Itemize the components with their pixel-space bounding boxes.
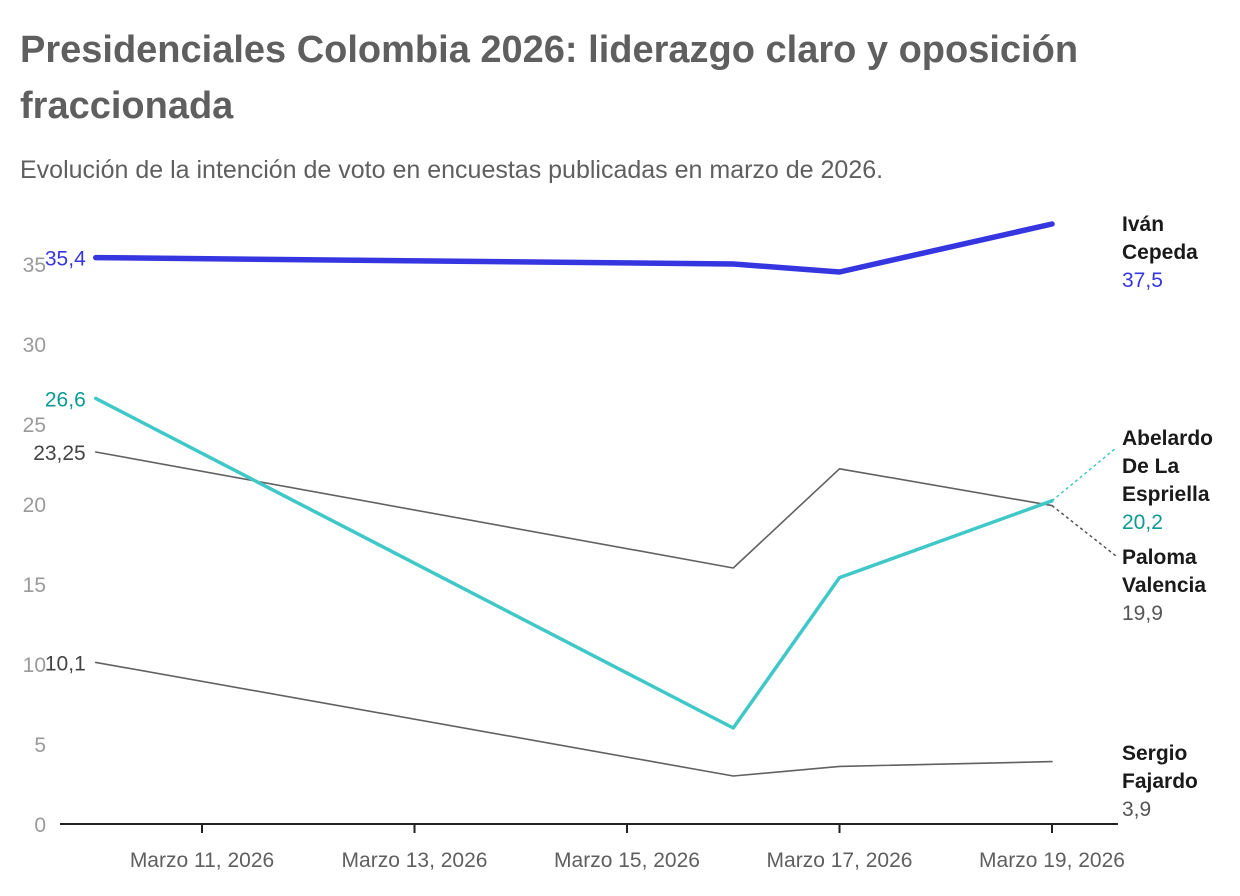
start-label-cepeda: 35,4 xyxy=(45,248,86,271)
series-line-delaespriella xyxy=(94,396,1054,730)
series-line-cepeda xyxy=(93,221,1055,275)
leader-delaespriella xyxy=(1051,447,1117,502)
end-name-fajardo: Fajardo xyxy=(1122,770,1198,793)
x-axis: Marzo 11, 2026 Marzo 13, 2026 Marzo 15, 20… xyxy=(60,823,1125,872)
x-tick-label: Marzo 15, 2026 xyxy=(554,849,700,872)
chart-subtitle: Evolución de la intención de voto en enc… xyxy=(20,156,884,184)
start-label-delaespriella: 26,6 xyxy=(45,388,86,411)
end-value-delaespriella: 20,2 xyxy=(1122,511,1163,534)
y-tick-label: 30 xyxy=(23,334,46,357)
end-name-delaespriella: Espriella xyxy=(1122,483,1210,506)
series-lines xyxy=(93,221,1055,777)
y-tick-label: 5 xyxy=(34,734,46,757)
y-tick-label: 15 xyxy=(23,574,46,597)
end-name-valencia: Valencia xyxy=(1122,574,1206,597)
end-name-delaespriella: De La xyxy=(1122,455,1180,478)
y-tick-label: 10 xyxy=(23,654,46,677)
chart-title: Presidenciales Colombia 2026: liderazgo … xyxy=(20,29,1079,127)
end-value-fajardo: 3,9 xyxy=(1122,798,1151,821)
y-tick-label: 35 xyxy=(23,254,46,277)
end-name-fajardo: Sergio xyxy=(1122,742,1187,765)
series-line-valencia xyxy=(94,451,1053,569)
start-label-fajardo: 10,1 xyxy=(45,652,86,675)
end-value-cepeda: 37,5 xyxy=(1122,269,1163,292)
y-tick-label: 20 xyxy=(23,494,46,517)
y-tick-label: 0 xyxy=(34,814,46,837)
x-tick-label: Marzo 11, 2026 xyxy=(130,849,274,872)
end-name-valencia: Paloma xyxy=(1122,546,1197,569)
end-name-cepeda: Iván xyxy=(1122,213,1164,236)
leader-valencia xyxy=(1051,505,1117,557)
series-line-fajardo xyxy=(94,661,1053,777)
y-tick-label: 25 xyxy=(23,414,46,437)
series-labels: 35,4 26,6 23,25 10,1 Iván Cepeda 37,5 Abelardo D… xyxy=(33,213,1213,821)
y-axis: 0 5 10 15 20 25 30 35 xyxy=(23,254,46,837)
end-name-delaespriella: Abelardo xyxy=(1122,427,1213,450)
x-tick-label: Marzo 13, 2026 xyxy=(342,849,488,872)
start-label-valencia: 23,25 xyxy=(33,442,86,465)
x-tick-label: Marzo 17, 2026 xyxy=(767,849,913,872)
end-value-valencia: 19,9 xyxy=(1122,602,1163,625)
x-tick-label: Marzo 19, 2026 xyxy=(979,849,1125,872)
end-name-cepeda: Cepeda xyxy=(1122,241,1198,264)
